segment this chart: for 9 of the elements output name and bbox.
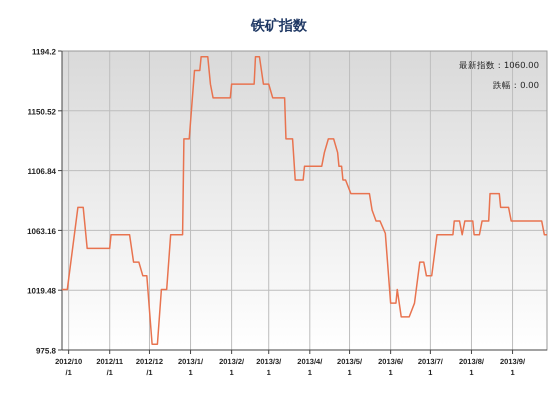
y-tick-label: 1150.52 [28,107,57,116]
y-tick-label: 1194.2 [32,48,57,56]
y-tick-label: 1106.84 [28,167,57,176]
chart-title: 铁矿指数 [250,17,308,34]
y-tick-label: 975.8 [36,346,57,356]
y-tick-label: 1063.16 [27,226,57,236]
annotation: 跌幅：0.00 [493,80,539,91]
y-tick-label: 1019.48 [27,286,57,296]
annotation: 最新指数：1060.00 [458,60,539,71]
